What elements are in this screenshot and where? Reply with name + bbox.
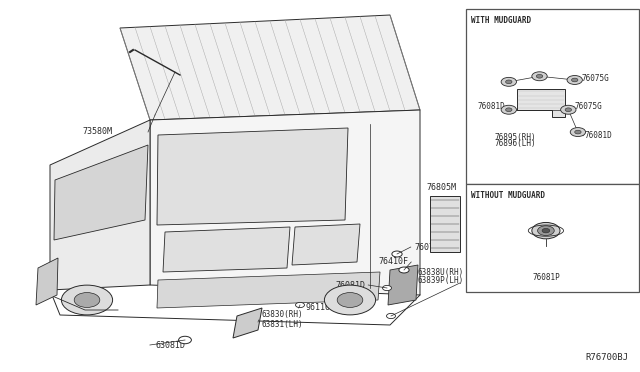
- Circle shape: [337, 292, 363, 307]
- Text: 76081D: 76081D: [478, 102, 506, 111]
- Text: 63838U(RH): 63838U(RH): [418, 267, 464, 276]
- Circle shape: [532, 72, 547, 81]
- Polygon shape: [50, 120, 150, 290]
- Text: 76081P: 76081P: [532, 273, 560, 282]
- Text: 76075G: 76075G: [581, 74, 609, 83]
- Text: 76896(LH): 76896(LH): [495, 139, 536, 148]
- Circle shape: [565, 108, 572, 112]
- Text: 63830(RH): 63830(RH): [262, 311, 303, 320]
- Circle shape: [575, 130, 581, 134]
- Circle shape: [74, 292, 100, 307]
- Polygon shape: [233, 308, 262, 338]
- Polygon shape: [517, 89, 565, 117]
- Circle shape: [399, 267, 409, 273]
- Circle shape: [392, 251, 402, 257]
- Circle shape: [561, 105, 576, 114]
- Polygon shape: [157, 272, 380, 308]
- Polygon shape: [36, 258, 58, 305]
- Text: 78804J: 78804J: [465, 279, 495, 288]
- Text: 76081D: 76081D: [584, 131, 612, 140]
- Circle shape: [506, 108, 512, 112]
- Circle shape: [179, 336, 191, 344]
- Polygon shape: [157, 128, 348, 225]
- Text: WITHOUT MUDGUARD: WITHOUT MUDGUARD: [471, 191, 545, 200]
- Text: 76410F: 76410F: [378, 257, 408, 266]
- Circle shape: [506, 80, 512, 84]
- Bar: [430, 196, 460, 252]
- Text: 6308ID: 6308ID: [155, 340, 185, 350]
- Circle shape: [387, 313, 396, 318]
- Text: 76075G: 76075G: [575, 102, 602, 111]
- Text: 63839P(LH): 63839P(LH): [418, 276, 464, 285]
- Circle shape: [572, 78, 578, 82]
- Polygon shape: [150, 110, 420, 295]
- Polygon shape: [388, 265, 418, 305]
- Circle shape: [532, 222, 560, 239]
- Text: 76075G: 76075G: [414, 243, 444, 251]
- Text: 73580M: 73580M: [82, 128, 112, 137]
- Circle shape: [296, 302, 305, 308]
- Text: 76895(RH): 76895(RH): [495, 133, 536, 142]
- Circle shape: [536, 74, 543, 78]
- Text: 76805M: 76805M: [426, 183, 456, 192]
- Circle shape: [501, 77, 516, 86]
- Circle shape: [570, 128, 586, 137]
- Text: 76081D: 76081D: [335, 280, 365, 289]
- Circle shape: [542, 228, 550, 233]
- Circle shape: [61, 285, 113, 315]
- Text: 63831(LH): 63831(LH): [262, 321, 303, 330]
- Bar: [466, 184, 639, 292]
- Circle shape: [383, 285, 392, 291]
- Bar: [466, 9, 639, 184]
- Circle shape: [501, 105, 516, 114]
- Text: R76700BJ: R76700BJ: [586, 353, 628, 362]
- Polygon shape: [120, 15, 420, 120]
- Circle shape: [324, 285, 376, 315]
- Text: 96116EA: 96116EA: [305, 304, 340, 312]
- Polygon shape: [54, 145, 148, 240]
- Circle shape: [567, 76, 582, 84]
- Polygon shape: [163, 227, 290, 272]
- Text: WITH MUDGUARD: WITH MUDGUARD: [471, 16, 531, 25]
- Circle shape: [538, 226, 554, 235]
- Polygon shape: [292, 224, 360, 265]
